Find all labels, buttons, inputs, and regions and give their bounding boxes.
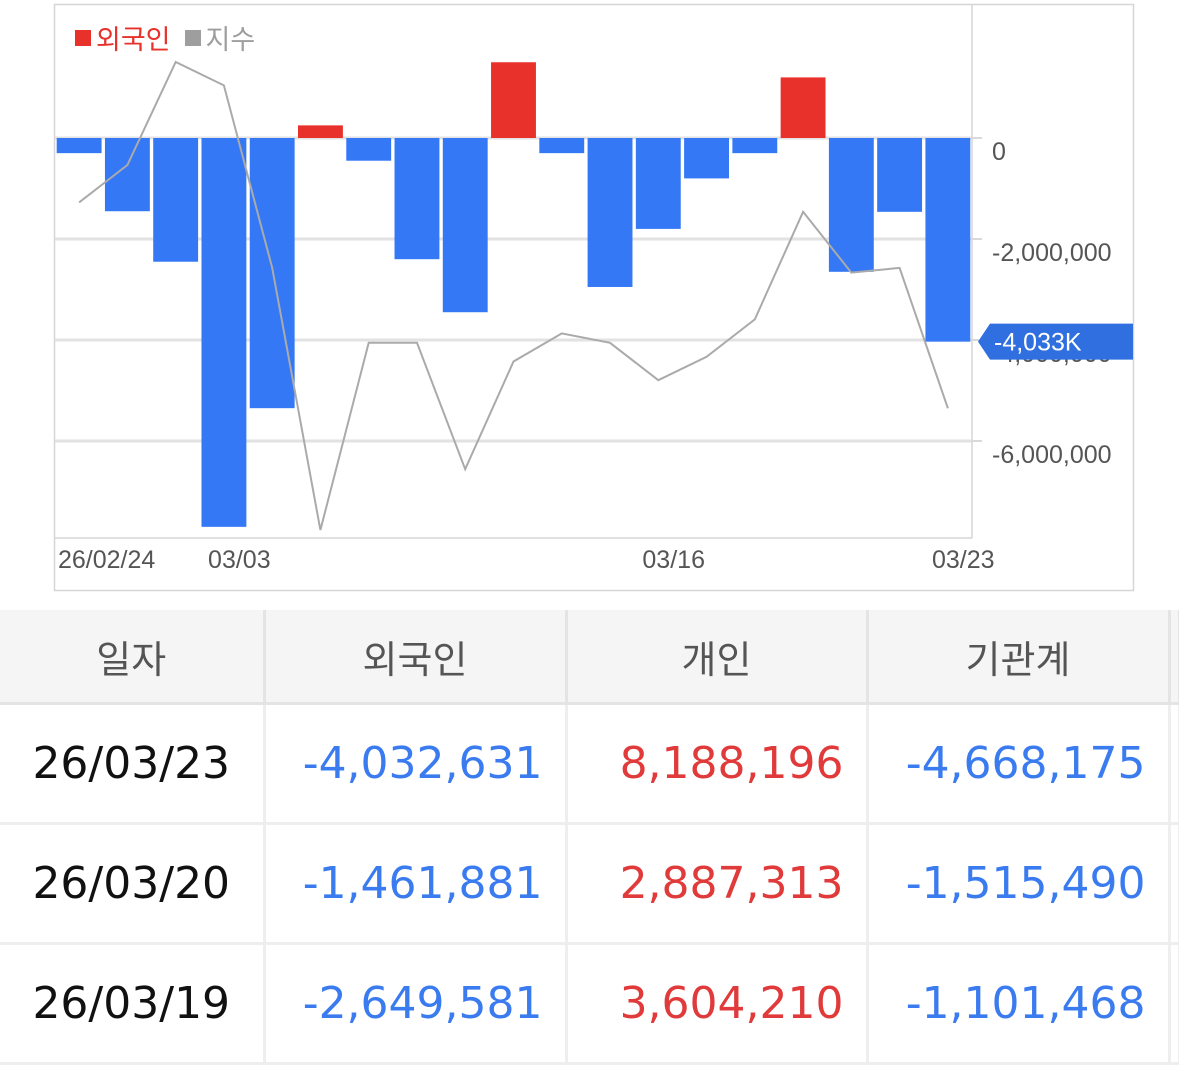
table-row[interactable]: 26/03/20 -1,461,881 2,887,313 -1,515,490 (0, 823, 1179, 945)
bar-foreign (298, 125, 343, 138)
investor-table: 일자 외국인 개인 기관계 26/03/23 -4,032,631 8,188,… (0, 610, 1179, 1065)
cell-institution: -1,515,490 (867, 823, 1171, 945)
cell-foreign: -2,649,581 (264, 943, 568, 1065)
bar-foreign (539, 138, 585, 154)
cell-individual: 8,188,196 (566, 703, 869, 825)
legend-item-foreign: 외국인 (75, 18, 171, 57)
bar-foreign (491, 62, 536, 138)
last-value-label: -4,033K (994, 329, 1082, 357)
legend-swatch-foreign (75, 29, 91, 46)
bar-foreign (635, 138, 681, 229)
last-value-marker (978, 323, 1133, 360)
foreign-trading-chart: 0-2,000,000-4,000,000-6,000,00026/02/240… (53, 3, 1135, 592)
cell-date: 26/03/20 (0, 823, 266, 945)
x-tick-label: 03/23 (932, 546, 995, 574)
cell-individual: 3,604,210 (566, 943, 869, 1065)
bar-foreign (732, 138, 778, 154)
x-tick-label: 03/03 (208, 546, 271, 574)
bar-foreign (877, 138, 923, 212)
header-foreign[interactable]: 외국인 (264, 610, 568, 705)
cell-date: 26/03/23 (0, 703, 266, 825)
cell-overflow (1169, 943, 1179, 1065)
bar-foreign (925, 138, 971, 342)
header-overflow (1169, 610, 1179, 705)
header-date[interactable]: 일자 (0, 610, 266, 705)
bar-foreign (828, 138, 874, 272)
bar-foreign (684, 138, 729, 179)
header-institution[interactable]: 기관계 (867, 610, 1171, 705)
bar-foreign (104, 138, 150, 212)
cell-institution: -4,668,175 (867, 703, 1171, 825)
table-row[interactable]: 26/03/23 -4,032,631 8,188,196 -4,668,175 (0, 703, 1179, 825)
bar-foreign (346, 138, 392, 161)
legend-label-foreign: 외국인 (96, 25, 171, 56)
bar-foreign (56, 138, 102, 154)
legend-label-index: 지수 (205, 25, 256, 56)
cell-institution: -1,101,468 (867, 943, 1171, 1065)
x-tick-label: 03/16 (642, 546, 705, 574)
y-tick-label: -2,000,000 (992, 239, 1112, 267)
bar-foreign (442, 138, 488, 313)
bar-foreign (153, 138, 199, 262)
chart-legend: 외국인 지수 (75, 18, 269, 57)
cell-date: 26/03/19 (0, 943, 266, 1065)
cell-individual: 2,887,313 (566, 823, 869, 945)
bar-foreign (780, 77, 826, 138)
cell-overflow (1169, 823, 1179, 945)
bar-foreign (201, 138, 247, 527)
legend-item-index: 지수 (184, 18, 256, 57)
chart-canvas: 0-2,000,000-4,000,000-6,000,00026/02/240… (53, 3, 1135, 592)
legend-swatch-index (184, 29, 201, 46)
header-individual[interactable]: 개인 (566, 610, 869, 705)
cell-foreign: -4,032,631 (264, 703, 568, 825)
cell-overflow (1169, 703, 1179, 825)
index-line (78, 60, 949, 531)
cell-foreign: -1,461,881 (264, 823, 568, 945)
table-row[interactable]: 26/03/19 -2,649,581 3,604,210 -1,101,468 (0, 943, 1179, 1065)
y-tick-label: 0 (992, 138, 1006, 166)
bar-foreign (587, 138, 633, 287)
bar-foreign (394, 138, 440, 260)
y-tick-label: -6,000,000 (992, 441, 1112, 469)
table-header-row: 일자 외국인 개인 기관계 (0, 610, 1179, 705)
x-tick-label: 26/02/24 (58, 546, 155, 574)
